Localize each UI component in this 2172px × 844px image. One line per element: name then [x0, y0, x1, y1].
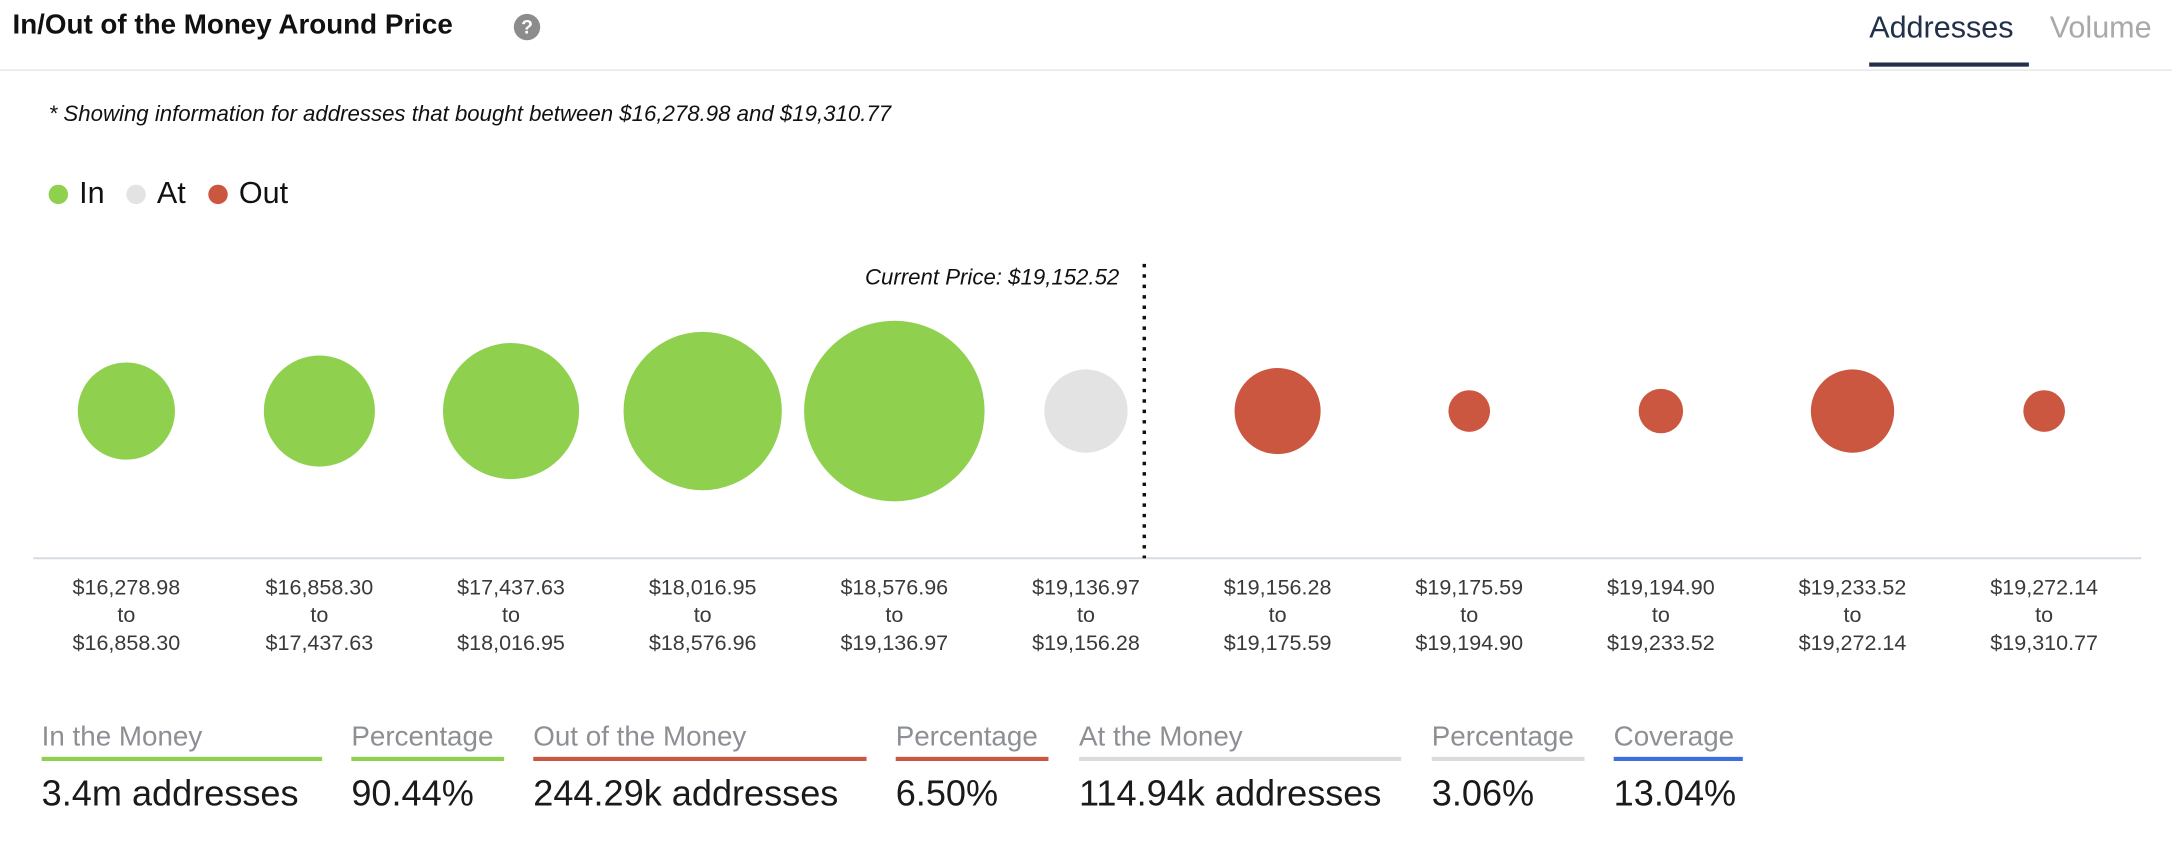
bubble-3[interactable]	[442, 343, 580, 480]
bucket-label-1-to: $16,858.30	[73, 631, 181, 655]
question-mark-icon[interactable]: ?	[513, 13, 541, 41]
active-tab-indicator	[1869, 62, 2029, 67]
bubble-8[interactable]	[1448, 390, 1491, 432]
summary-stats: In the Money 3.4m addresses Percentage 90.4…	[0, 722, 2172, 833]
legend-dot-out	[208, 184, 228, 205]
bucket-label-3-to-word: to	[502, 603, 520, 627]
bucket-label-9-to-word: to	[1652, 603, 1670, 627]
bucket-label-6-to-word: to	[1077, 603, 1095, 627]
bubble-11[interactable]	[2023, 390, 2065, 432]
bucket-label-9-to: $19,233.52	[1607, 631, 1715, 655]
bucket-label-2-to: $17,437.63	[266, 631, 374, 655]
legend-label-out[interactable]: Out	[238, 174, 289, 210]
legend-dot-in	[48, 184, 69, 205]
stat-underline-out-percentage	[895, 756, 1049, 762]
stat-value-out-of-the-money: 244.29k addresses	[533, 772, 839, 814]
bucket-label-10-to-word: to	[1844, 603, 1862, 627]
stat-label-at-percentage: Percentage	[1431, 722, 1574, 753]
widget-title: In/Out of the Money Around Price	[12, 9, 453, 41]
bubble-1[interactable]	[77, 362, 175, 460]
bucket-label-2-to-word: to	[310, 603, 328, 627]
stat-coverage: Coverage 13.04%	[1613, 722, 1743, 815]
bucket-label-4-from: $18,016.95	[649, 575, 757, 599]
stat-label-out-of-the-money: Out of the Money	[533, 722, 747, 753]
bucket-label-7-to: $19,175.59	[1224, 631, 1332, 655]
bubble-7[interactable]	[1234, 368, 1321, 455]
bucket-label-10-to: $19,272.14	[1799, 631, 1907, 655]
bucket-label-4-to: $18,576.96	[649, 631, 757, 655]
stat-out-of-the-money: Out of the Money 244.29k addresses	[533, 722, 867, 815]
stat-value-in-percentage: 90.44%	[351, 772, 474, 814]
range-note: * Showing information for addresses that…	[48, 102, 892, 127]
bucket-label-3-from: $17,437.63	[457, 575, 565, 599]
current-price-label: Current Price: $19,152.52	[865, 265, 1120, 290]
stat-value-in-the-money: 3.4m addresses	[41, 772, 299, 814]
bucket-label-6-to: $19,156.28	[1032, 631, 1140, 655]
stat-underline-at-percentage	[1431, 756, 1585, 762]
stat-label-in-percentage: Percentage	[351, 722, 494, 753]
bucket-label-8-to-word: to	[1460, 603, 1478, 627]
bubble-2[interactable]	[263, 355, 375, 467]
tab-volume[interactable]: Volume	[2049, 9, 2152, 45]
bucket-label-7-to-word: to	[1269, 603, 1287, 627]
bucket-label-1-to-word: to	[117, 603, 135, 627]
bucket-label-11-to: $19,310.77	[1990, 631, 2098, 655]
stat-out-percentage: Percentage 6.50%	[895, 722, 1049, 815]
tab-addresses[interactable]: Addresses	[1869, 9, 2014, 45]
bucket-label-8-to: $19,194.90	[1415, 631, 1523, 655]
stat-underline-out-of-the-money	[533, 756, 867, 762]
bucket-label-10-from: $19,233.52	[1799, 575, 1907, 599]
stat-underline-in-percentage	[351, 756, 505, 762]
bucket-label-5-to: $19,136.97	[840, 631, 948, 655]
stat-value-out-percentage: 6.50%	[895, 772, 999, 814]
legend-dot-at	[126, 184, 146, 205]
bucket-label-1-from: $16,278.98	[73, 575, 181, 599]
bucket-label-4-to-word: to	[694, 603, 712, 627]
legend-label-at[interactable]: At	[156, 174, 186, 210]
bubble-4[interactable]	[623, 331, 782, 491]
bubble-10[interactable]	[1810, 369, 1895, 453]
bubble-5[interactable]	[804, 320, 985, 502]
bucket-label-5-to-word: to	[885, 603, 903, 627]
bucket-label-7-from: $19,156.28	[1224, 575, 1332, 599]
bucket-label-11-from: $19,272.14	[1990, 575, 2098, 599]
stat-underline-at-the-money	[1079, 756, 1402, 762]
bucket-label-5-from: $18,576.96	[840, 575, 948, 599]
bubble-9[interactable]	[1638, 388, 1684, 434]
legend-label-in[interactable]: In	[79, 174, 105, 210]
stat-label-at-the-money: At the Money	[1079, 722, 1243, 753]
stat-label-in-the-money: In the Money	[41, 722, 203, 753]
stat-value-at-percentage: 3.06%	[1431, 772, 1535, 814]
bucket-label-3-to: $18,016.95	[457, 631, 565, 655]
widget-header: In/Out of the Money Around Price ? Addre…	[0, 0, 2172, 71]
bucket-label-8-from: $19,175.59	[1415, 575, 1523, 599]
stat-value-coverage: 13.04%	[1613, 772, 1737, 814]
stat-underline-coverage	[1613, 756, 1743, 762]
stat-in-the-money: In the Money 3.4m addresses	[41, 722, 323, 815]
stat-label-out-percentage: Percentage	[895, 722, 1038, 753]
stat-label-coverage: Coverage	[1613, 722, 1735, 753]
bubble-6[interactable]	[1044, 369, 1128, 453]
stat-value-at-the-money: 114.94k addresses	[1079, 772, 1382, 814]
bucket-label-6-from: $19,136.97	[1032, 575, 1140, 599]
stat-in-percentage: Percentage 90.44%	[351, 722, 505, 815]
bucket-label-9-from: $19,194.90	[1607, 575, 1715, 599]
stat-at-percentage: Percentage 3.06%	[1431, 722, 1585, 815]
bucket-label-2-from: $16,858.30	[266, 575, 374, 599]
stat-underline-in-the-money	[41, 756, 323, 762]
stat-at-the-money: At the Money 114.94k addresses	[1079, 722, 1402, 815]
bucket-label-11-to-word: to	[2035, 603, 2053, 627]
bubble-chart: Current Price: $19,152.52 $16,278.98 to $16…	[33, 263, 2142, 655]
